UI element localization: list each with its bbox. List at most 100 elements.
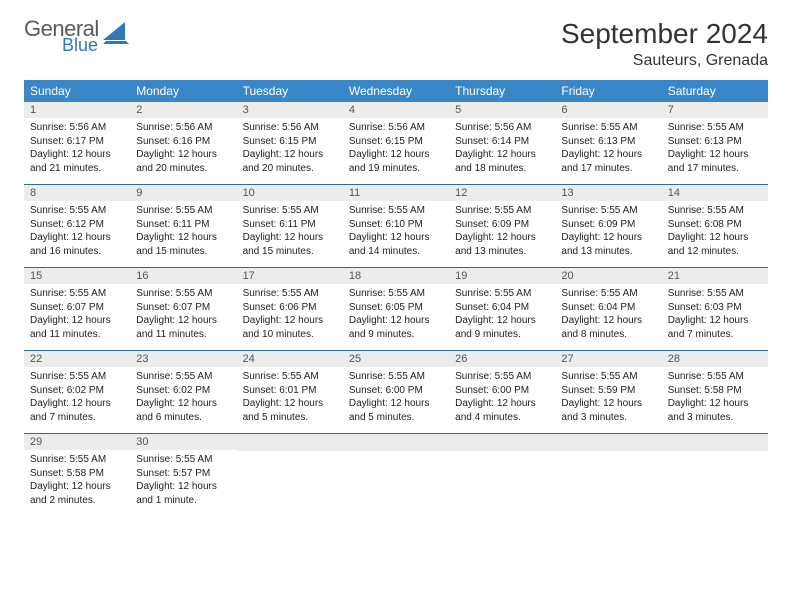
sunrise-text: Sunrise: 5:55 AM — [561, 121, 655, 135]
day-cell: 1 Sunrise: 5:56 AMSunset: 6:17 PMDaylight… — [24, 102, 130, 184]
day-content: Sunrise: 5:55 AMSunset: 6:04 PMDaylight:… — [449, 284, 555, 341]
sunset-text: Sunset: 6:12 PM — [30, 218, 124, 232]
day-number: 6 — [555, 102, 661, 118]
sunrise-text: Sunrise: 5:55 AM — [455, 287, 549, 301]
sunset-text: Sunset: 6:04 PM — [455, 301, 549, 315]
sunset-text: Sunset: 6:15 PM — [349, 135, 443, 149]
sunset-text: Sunset: 6:05 PM — [349, 301, 443, 315]
sunrise-text: Sunrise: 5:55 AM — [561, 287, 655, 301]
day-cell — [449, 434, 555, 516]
sunrise-text: Sunrise: 5:56 AM — [136, 121, 230, 135]
weekday-sat: Saturday — [662, 80, 768, 102]
sunrise-text: Sunrise: 5:55 AM — [668, 121, 762, 135]
day-content: Sunrise: 5:55 AMSunset: 6:13 PMDaylight:… — [662, 118, 768, 175]
weekday-sun: Sunday — [24, 80, 130, 102]
sunset-text: Sunset: 6:07 PM — [136, 301, 230, 315]
day-cell: 18Sunrise: 5:55 AMSunset: 6:05 PMDayligh… — [343, 268, 449, 350]
daylight-text: Daylight: 12 hours and 11 minutes. — [136, 314, 230, 341]
day-cell: 21Sunrise: 5:55 AMSunset: 6:03 PMDayligh… — [662, 268, 768, 350]
day-number: 17 — [237, 268, 343, 284]
daylight-text: Daylight: 12 hours and 3 minutes. — [561, 397, 655, 424]
day-content: Sunrise: 5:55 AMSunset: 6:03 PMDaylight:… — [662, 284, 768, 341]
day-cell: 20Sunrise: 5:55 AMSunset: 6:04 PMDayligh… — [555, 268, 661, 350]
day-number — [555, 434, 661, 451]
sunset-text: Sunset: 6:02 PM — [30, 384, 124, 398]
sunrise-text: Sunrise: 5:55 AM — [349, 204, 443, 218]
day-number: 13 — [555, 185, 661, 201]
daylight-text: Daylight: 12 hours and 9 minutes. — [455, 314, 549, 341]
day-cell: 24Sunrise: 5:55 AMSunset: 6:01 PMDayligh… — [237, 351, 343, 433]
day-number: 3 — [237, 102, 343, 118]
daylight-text: Daylight: 12 hours and 10 minutes. — [243, 314, 337, 341]
day-content: Sunrise: 5:55 AMSunset: 6:11 PMDaylight:… — [130, 201, 236, 258]
sunset-text: Sunset: 6:16 PM — [136, 135, 230, 149]
day-cell: 11Sunrise: 5:55 AMSunset: 6:10 PMDayligh… — [343, 185, 449, 267]
day-cell: 3Sunrise: 5:56 AMSunset: 6:15 PMDaylight… — [237, 102, 343, 184]
day-content: Sunrise: 5:55 AMSunset: 6:12 PMDaylight:… — [24, 201, 130, 258]
day-number: 11 — [343, 185, 449, 201]
day-number: 1 — [24, 102, 130, 118]
sunset-text: Sunset: 5:57 PM — [136, 467, 230, 481]
sail-icon — [103, 22, 129, 44]
daylight-text: Daylight: 12 hours and 12 minutes. — [668, 231, 762, 258]
day-content: Sunrise: 5:55 AMSunset: 6:13 PMDaylight:… — [555, 118, 661, 175]
sunrise-text: Sunrise: 5:55 AM — [243, 287, 337, 301]
sunrise-text: Sunrise: 5:56 AM — [455, 121, 549, 135]
day-number: 19 — [449, 268, 555, 284]
week-row: 29Sunrise: 5:55 AMSunset: 5:58 PMDayligh… — [24, 434, 768, 516]
day-number — [343, 434, 449, 451]
daylight-text: Daylight: 12 hours and 13 minutes. — [455, 231, 549, 258]
sunset-text: Sunset: 6:13 PM — [561, 135, 655, 149]
sunrise-text: Sunrise: 5:56 AM — [243, 121, 337, 135]
weekday-fri: Friday — [555, 80, 661, 102]
sunrise-text: Sunrise: 5:56 AM — [30, 121, 124, 135]
day-cell: 25Sunrise: 5:55 AMSunset: 6:00 PMDayligh… — [343, 351, 449, 433]
day-number: 30 — [130, 434, 236, 450]
sunrise-text: Sunrise: 5:55 AM — [561, 370, 655, 384]
day-number: 2 — [130, 102, 236, 118]
day-content: Sunrise: 5:55 AMSunset: 6:01 PMDaylight:… — [237, 367, 343, 424]
sunset-text: Sunset: 6:08 PM — [668, 218, 762, 232]
day-cell — [662, 434, 768, 516]
week-row: 1Sunrise: 5:56 AMSunset: 6:17 PMDaylight… — [24, 102, 768, 185]
daylight-text: Daylight: 12 hours and 6 minutes. — [136, 397, 230, 424]
day-content: Sunrise: 5:55 AMSunset: 5:58 PMDaylight:… — [24, 450, 130, 507]
sunset-text: Sunset: 6:03 PM — [668, 301, 762, 315]
daylight-text: Daylight: 12 hours and 3 minutes. — [668, 397, 762, 424]
day-content: Sunrise: 5:56 AMSunset: 6:16 PMDaylight:… — [130, 118, 236, 175]
day-content: Sunrise: 5:55 AMSunset: 6:00 PMDaylight:… — [449, 367, 555, 424]
sunrise-text: Sunrise: 5:56 AM — [349, 121, 443, 135]
day-number: 22 — [24, 351, 130, 367]
sunrise-text: Sunrise: 5:55 AM — [455, 370, 549, 384]
day-cell: 23Sunrise: 5:55 AMSunset: 6:02 PMDayligh… — [130, 351, 236, 433]
daylight-text: Daylight: 12 hours and 15 minutes. — [136, 231, 230, 258]
sunset-text: Sunset: 6:11 PM — [136, 218, 230, 232]
sunrise-text: Sunrise: 5:55 AM — [30, 204, 124, 218]
sunset-text: Sunset: 6:17 PM — [30, 135, 124, 149]
sunrise-text: Sunrise: 5:55 AM — [136, 287, 230, 301]
day-cell: 7Sunrise: 5:55 AMSunset: 6:13 PMDaylight… — [662, 102, 768, 184]
sunrise-text: Sunrise: 5:55 AM — [30, 453, 124, 467]
sunset-text: Sunset: 6:01 PM — [243, 384, 337, 398]
daylight-text: Daylight: 12 hours and 21 minutes. — [30, 148, 124, 175]
day-cell: 16Sunrise: 5:55 AMSunset: 6:07 PMDayligh… — [130, 268, 236, 350]
day-number: 4 — [343, 102, 449, 118]
day-cell: 13Sunrise: 5:55 AMSunset: 6:09 PMDayligh… — [555, 185, 661, 267]
sunrise-text: Sunrise: 5:55 AM — [243, 370, 337, 384]
day-number: 21 — [662, 268, 768, 284]
sunset-text: Sunset: 6:11 PM — [243, 218, 337, 232]
day-number: 26 — [449, 351, 555, 367]
brand-word2: Blue — [62, 36, 99, 54]
day-cell: 29Sunrise: 5:55 AMSunset: 5:58 PMDayligh… — [24, 434, 130, 516]
day-content: Sunrise: 5:55 AMSunset: 6:09 PMDaylight:… — [555, 201, 661, 258]
day-cell — [237, 434, 343, 516]
daylight-text: Daylight: 12 hours and 16 minutes. — [30, 231, 124, 258]
day-number: 28 — [662, 351, 768, 367]
day-cell: 22Sunrise: 5:55 AMSunset: 6:02 PMDayligh… — [24, 351, 130, 433]
sunrise-text: Sunrise: 5:55 AM — [455, 204, 549, 218]
day-content: Sunrise: 5:55 AMSunset: 6:00 PMDaylight:… — [343, 367, 449, 424]
month-title: September 2024 — [561, 18, 768, 50]
day-number: 7 — [662, 102, 768, 118]
daylight-text: Daylight: 12 hours and 13 minutes. — [561, 231, 655, 258]
location-label: Sauteurs, Grenada — [561, 52, 768, 70]
